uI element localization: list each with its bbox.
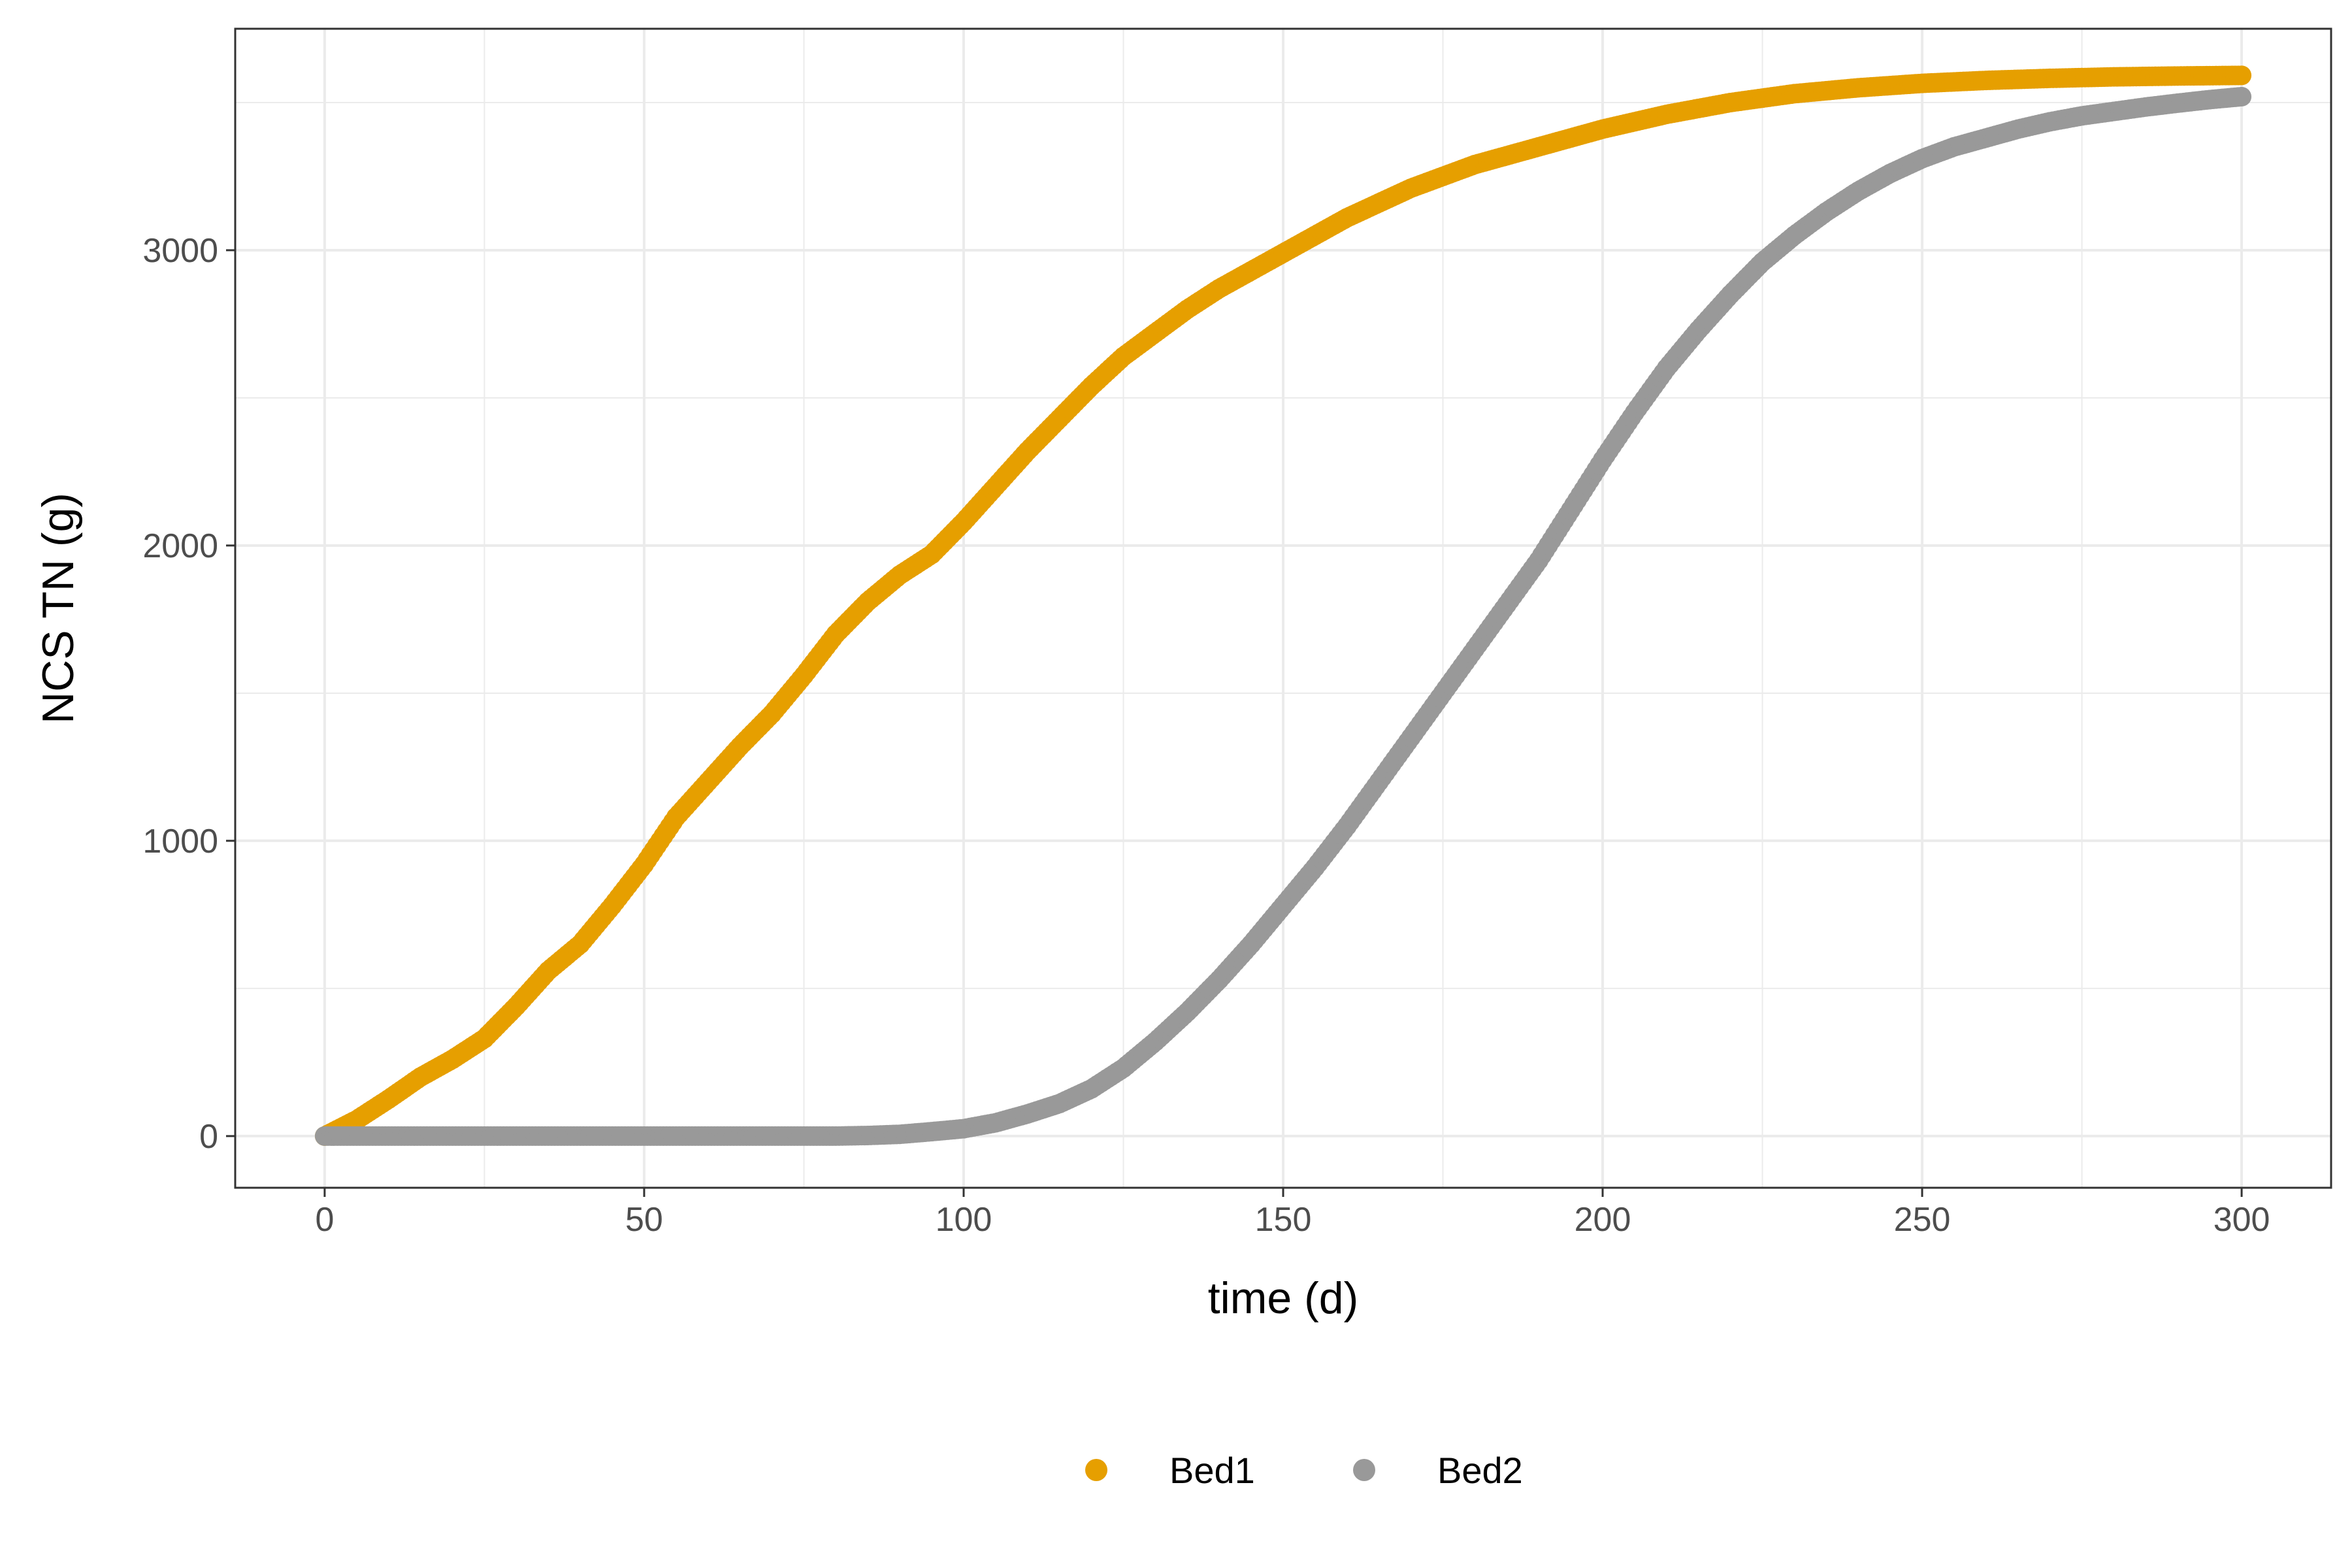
data-points	[314, 65, 2252, 1146]
data-point	[2232, 86, 2252, 106]
x-tick-label: 50	[625, 1201, 663, 1239]
x-axis-title: time (d)	[1208, 1273, 1358, 1323]
y-tick-label: 0	[199, 1118, 218, 1156]
x-axis: 0 50 100 150 200 250 300	[315, 1188, 2270, 1239]
legend-label-bed1: Bed1	[1169, 1450, 1255, 1491]
y-axis: 0 1000 2000 3000	[142, 232, 235, 1156]
series-bed2	[314, 86, 2252, 1146]
legend-label-bed2: Bed2	[1437, 1450, 1523, 1491]
legend-key-bed2	[1353, 1459, 1375, 1481]
x-tick-label: 100	[936, 1201, 992, 1239]
legend: Bed1 Bed2	[1085, 1450, 1523, 1491]
y-axis-title: NCS TN (g)	[33, 493, 83, 724]
x-tick-label: 300	[2213, 1201, 2270, 1239]
x-tick-label: 150	[1255, 1201, 1312, 1239]
x-tick-label: 0	[315, 1201, 334, 1239]
y-tick-label: 1000	[142, 823, 218, 860]
y-tick-label: 3000	[142, 232, 218, 270]
legend-key-bed1	[1085, 1459, 1107, 1481]
data-point	[2232, 65, 2252, 86]
x-tick-label: 250	[1894, 1201, 1951, 1239]
y-tick-label: 2000	[142, 527, 218, 565]
major-gridlines	[235, 29, 2331, 1188]
x-tick-label: 200	[1575, 1201, 1631, 1239]
